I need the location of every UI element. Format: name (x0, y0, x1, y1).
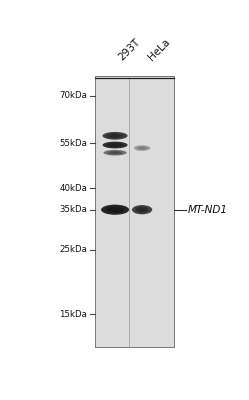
Ellipse shape (135, 207, 149, 213)
Ellipse shape (132, 205, 152, 214)
Ellipse shape (138, 208, 146, 211)
Ellipse shape (104, 150, 127, 156)
Text: 70kDa: 70kDa (59, 91, 87, 100)
Text: 40kDa: 40kDa (59, 184, 87, 193)
Ellipse shape (111, 144, 120, 146)
Text: 293T: 293T (117, 37, 142, 63)
Text: HeLa: HeLa (146, 37, 172, 63)
Bar (95, 76, 174, 347)
Ellipse shape (110, 208, 120, 212)
Ellipse shape (108, 151, 123, 154)
Ellipse shape (107, 133, 123, 138)
Ellipse shape (106, 206, 124, 213)
Ellipse shape (107, 143, 123, 147)
Text: MT-ND1: MT-ND1 (187, 205, 227, 215)
Ellipse shape (139, 147, 145, 149)
Ellipse shape (103, 142, 127, 148)
Text: 25kDa: 25kDa (59, 245, 87, 254)
Ellipse shape (101, 205, 129, 215)
Text: 55kDa: 55kDa (59, 139, 87, 148)
Ellipse shape (137, 146, 147, 150)
Ellipse shape (103, 132, 127, 140)
Ellipse shape (111, 152, 119, 154)
Ellipse shape (111, 134, 120, 137)
Ellipse shape (134, 145, 150, 151)
Text: 15kDa: 15kDa (59, 310, 87, 319)
Text: 35kDa: 35kDa (59, 205, 87, 214)
